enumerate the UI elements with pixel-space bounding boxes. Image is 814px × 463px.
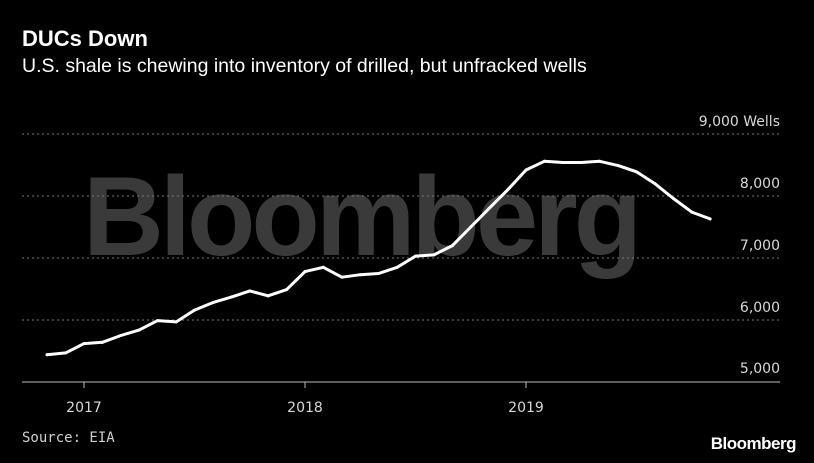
data-point [137, 328, 141, 332]
data-point [303, 270, 307, 274]
data-point [432, 253, 436, 257]
y-tick-label: 5,000 [740, 361, 780, 377]
data-point [653, 182, 657, 186]
source-note: Source: EIA [22, 430, 115, 446]
data-point [45, 353, 49, 357]
data-point [211, 301, 215, 305]
data-point [119, 334, 123, 337]
data-point [469, 225, 473, 229]
bloomberg-logo: Bloomberg [710, 434, 797, 453]
data-point [321, 265, 325, 269]
chart-title: DUCs Down [22, 26, 148, 51]
bloomberg-watermark: Bloomberg [83, 154, 638, 279]
data-point [542, 159, 546, 163]
data-point [358, 273, 362, 277]
x-axis: 2017 2018 2019 [66, 382, 544, 416]
data-point [561, 161, 565, 165]
y-axis-labels: 9,000 Wells 8,000 7,000 6,000 5,000 [699, 114, 780, 377]
data-point [100, 340, 104, 344]
data-point [266, 294, 270, 298]
data-point [285, 288, 289, 292]
data-point [671, 196, 675, 200]
y-tick-label: 6,000 [740, 300, 780, 316]
x-tick-label: 2019 [508, 400, 544, 416]
data-point [229, 295, 233, 299]
y-tick-label: 9,000 Wells [699, 114, 780, 130]
data-point [598, 159, 602, 163]
chart-subtitle: U.S. shale is chewing into inventory of … [22, 55, 587, 77]
data-point [635, 170, 638, 174]
x-tick-label: 2018 [287, 400, 323, 416]
data-point [616, 164, 620, 168]
data-point [708, 217, 712, 221]
data-point [690, 210, 694, 214]
x-tick-label: 2017 [66, 400, 102, 416]
data-point [414, 254, 417, 258]
data-point [64, 351, 68, 355]
data-point [506, 188, 510, 192]
y-tick-label: 8,000 [740, 176, 780, 192]
data-point [193, 308, 196, 312]
data-point [156, 319, 160, 323]
gridlines [22, 133, 780, 383]
data-point [82, 342, 86, 346]
data-point [487, 206, 491, 210]
data-point [377, 272, 381, 275]
data-point [524, 168, 528, 172]
data-point [450, 244, 454, 248]
data-point [248, 289, 252, 293]
data-point [174, 320, 178, 324]
data-point [340, 275, 344, 279]
data-point [395, 265, 399, 269]
data-point [579, 161, 583, 165]
y-tick-label: 7,000 [740, 238, 780, 254]
data-points [45, 159, 712, 357]
